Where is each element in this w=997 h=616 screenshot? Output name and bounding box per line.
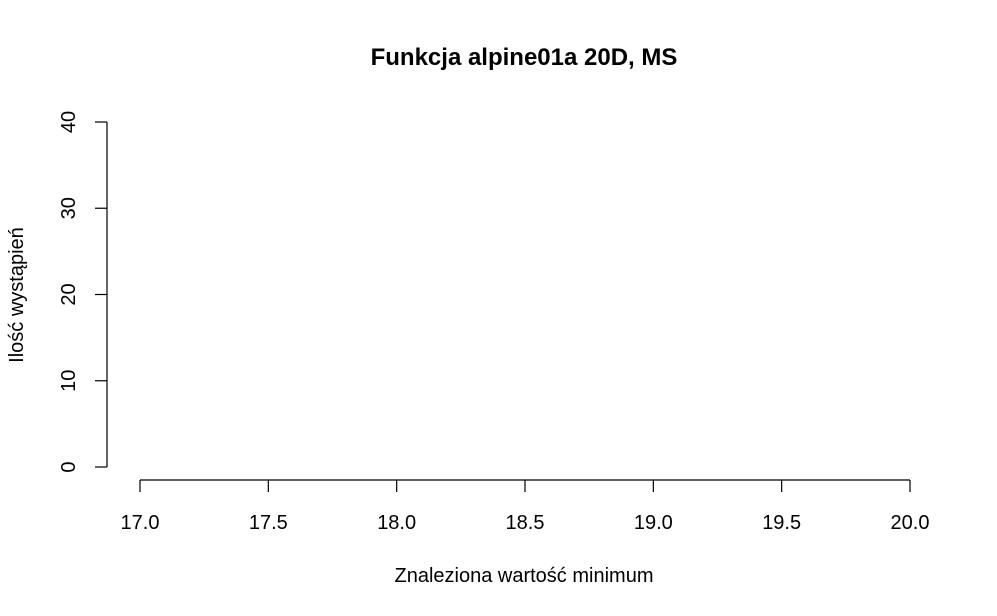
x-tick-label: 19.5 — [762, 512, 801, 534]
x-tick-label: 19.0 — [634, 512, 673, 534]
chart-title: Funkcja alpine01a 20D, MS — [371, 44, 678, 71]
x-tick-label: 18.0 — [377, 512, 416, 534]
y-tick-label: 30 — [58, 197, 80, 219]
x-tick-label: 20.0 — [891, 512, 930, 534]
x-axis: 17.0 17.5 18.0 18.5 19.0 19.5 20.0 — [121, 479, 930, 534]
x-axis-label: Znaleziona wartość minimum — [395, 565, 654, 587]
y-tick-label: 40 — [58, 111, 80, 133]
x-tick-label: 17.0 — [121, 512, 160, 534]
y-axis: 0 10 20 30 40 — [58, 111, 108, 473]
y-tick-label: 20 — [58, 283, 80, 305]
x-tick-label: 17.5 — [249, 512, 288, 534]
x-tick-label: 18.5 — [506, 512, 545, 534]
y-tick-label: 10 — [58, 370, 80, 392]
y-tick-label: 0 — [58, 461, 80, 472]
y-axis-label: Ilość wystąpień — [6, 227, 28, 363]
